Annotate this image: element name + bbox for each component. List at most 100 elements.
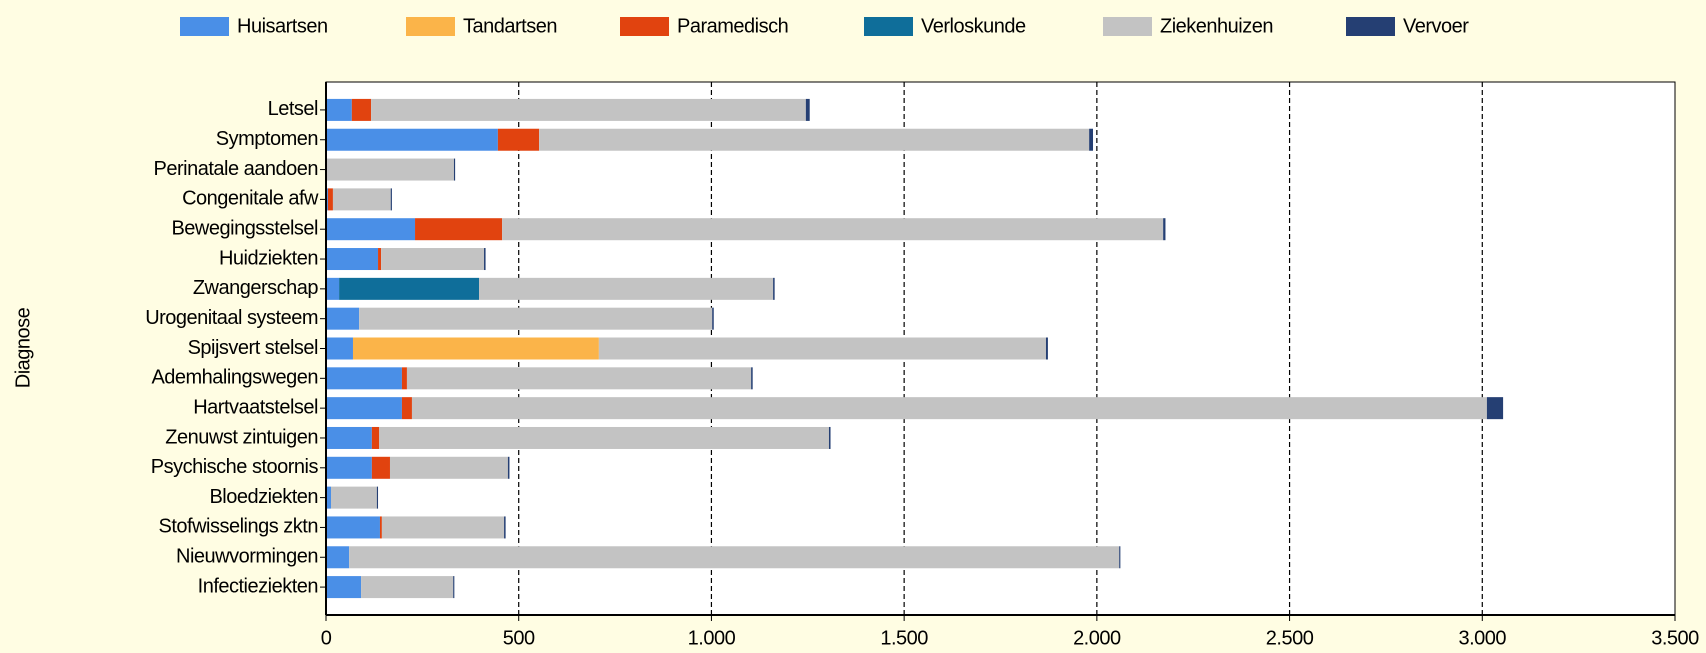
bar-segment: [352, 337, 599, 360]
bar-segment: [507, 456, 510, 479]
bar-segment: [327, 188, 333, 211]
bar-segment: [326, 158, 454, 181]
y-tick-label: Perinatale aandoen: [154, 158, 318, 180]
bar-segment: [326, 128, 498, 151]
y-tick-label: Bewegingsstelsel: [171, 217, 318, 239]
y-tick-label: Hartvaatstelsel: [193, 396, 318, 418]
y-tick-label: Nieuwvormingen: [176, 546, 318, 568]
bar-segment: [331, 486, 377, 509]
bar-segment: [712, 307, 714, 330]
bar-segment: [326, 426, 372, 449]
bar-segment: [376, 486, 379, 509]
bar-segment: [326, 367, 402, 390]
bar-segment: [1486, 397, 1504, 420]
y-tick-label: Zwangerschap: [193, 277, 319, 299]
y-tick-label: Psychische stoornis: [151, 456, 319, 478]
bar-segment: [453, 158, 456, 181]
y-tick-label: Bloedziekten: [209, 486, 318, 508]
bar-segment: [326, 546, 350, 569]
bar-segment: [504, 516, 506, 539]
x-tick-label: 3.000: [1459, 627, 1507, 649]
bar-segment: [381, 516, 505, 539]
bar-segment: [453, 576, 455, 599]
y-tick-label: Infectieziekten: [198, 575, 318, 597]
bar-segment: [326, 307, 360, 330]
x-tick-label: 2.000: [1073, 627, 1121, 649]
bar-segment: [484, 248, 486, 271]
x-tick-label: 0: [321, 627, 332, 649]
bar-segment: [401, 397, 412, 420]
bar-segment: [381, 248, 485, 271]
legend-label: Tandartsen: [463, 15, 557, 37]
bar-segment: [326, 456, 372, 479]
y-tick-label: Urogenitaal systeem: [145, 307, 318, 329]
bar-segment: [497, 128, 540, 151]
legend-swatch: [864, 17, 913, 36]
bar-segment: [326, 486, 332, 509]
y-tick-label: Stofwisselings zktn: [159, 516, 318, 538]
x-tick-label: 1.000: [688, 627, 736, 649]
bar-segment: [379, 426, 829, 449]
bar-segment: [389, 456, 508, 479]
y-tick-label: Symptomen: [216, 128, 318, 150]
bar-segment: [351, 98, 372, 121]
bar-segment: [411, 397, 1487, 420]
x-tick-label: 1.500: [880, 627, 928, 649]
legend-swatch: [1346, 17, 1395, 36]
bar-segment: [326, 516, 380, 539]
bar-segment: [349, 546, 1120, 569]
legend-label: Huisartsen: [237, 15, 328, 37]
y-tick-label: Letsel: [268, 98, 318, 120]
bar-segment: [479, 277, 774, 300]
legend-label: Paramedisch: [677, 15, 788, 37]
bar-segment: [1163, 218, 1166, 241]
legend-label: Vervoer: [1403, 15, 1469, 37]
bar-segment: [378, 248, 382, 271]
x-tick-label: 3.500: [1651, 627, 1699, 649]
bar-segment: [598, 337, 1046, 360]
bar-segment: [773, 277, 775, 300]
bar-segment: [379, 516, 382, 539]
legend-swatch: [406, 17, 455, 36]
bar-segment: [339, 277, 480, 300]
bar-segment: [326, 277, 340, 300]
legend-label: Ziekenhuizen: [1160, 15, 1273, 37]
bar-segment: [326, 248, 379, 271]
bar-segment: [1045, 337, 1048, 360]
bar-segment: [805, 98, 810, 121]
bar-segment: [326, 576, 362, 599]
y-tick-label: Huidziekten: [219, 247, 318, 269]
bar-segment: [401, 367, 407, 390]
y-axis-title: Diagnose: [12, 307, 34, 388]
x-tick-label: 500: [503, 627, 535, 649]
bar-segment: [1119, 546, 1121, 569]
x-tick-label: 2.500: [1266, 627, 1314, 649]
bar-segment: [415, 218, 503, 241]
bar-segment: [502, 218, 1164, 241]
bar-segment: [326, 397, 402, 420]
bar-segment: [751, 367, 753, 390]
legend-swatch: [180, 17, 229, 36]
legend-swatch: [1103, 17, 1152, 36]
bar-segment: [390, 188, 392, 211]
y-tick-label: Zenuwst zintuigen: [165, 426, 318, 448]
bar-segment: [326, 218, 416, 241]
bar-segment: [1089, 128, 1094, 151]
bar-segment: [828, 426, 831, 449]
bar-segment: [326, 98, 352, 121]
bar-segment: [326, 337, 353, 360]
y-tick-label: Ademhalingswegen: [151, 367, 318, 389]
bar-segment: [332, 188, 391, 211]
bar-segment: [371, 426, 380, 449]
bar-segment: [539, 128, 1090, 151]
y-tick-label: Congenitale afw: [182, 188, 319, 210]
bar-segment: [361, 576, 454, 599]
bar-segment: [371, 98, 806, 121]
bar-segment: [371, 456, 390, 479]
legend-label: Verloskunde: [921, 15, 1026, 37]
legend-swatch: [620, 17, 669, 36]
bar-segment: [359, 307, 713, 330]
y-tick-label: Spijsvert stelsel: [188, 337, 318, 359]
bar-segment: [406, 367, 752, 390]
